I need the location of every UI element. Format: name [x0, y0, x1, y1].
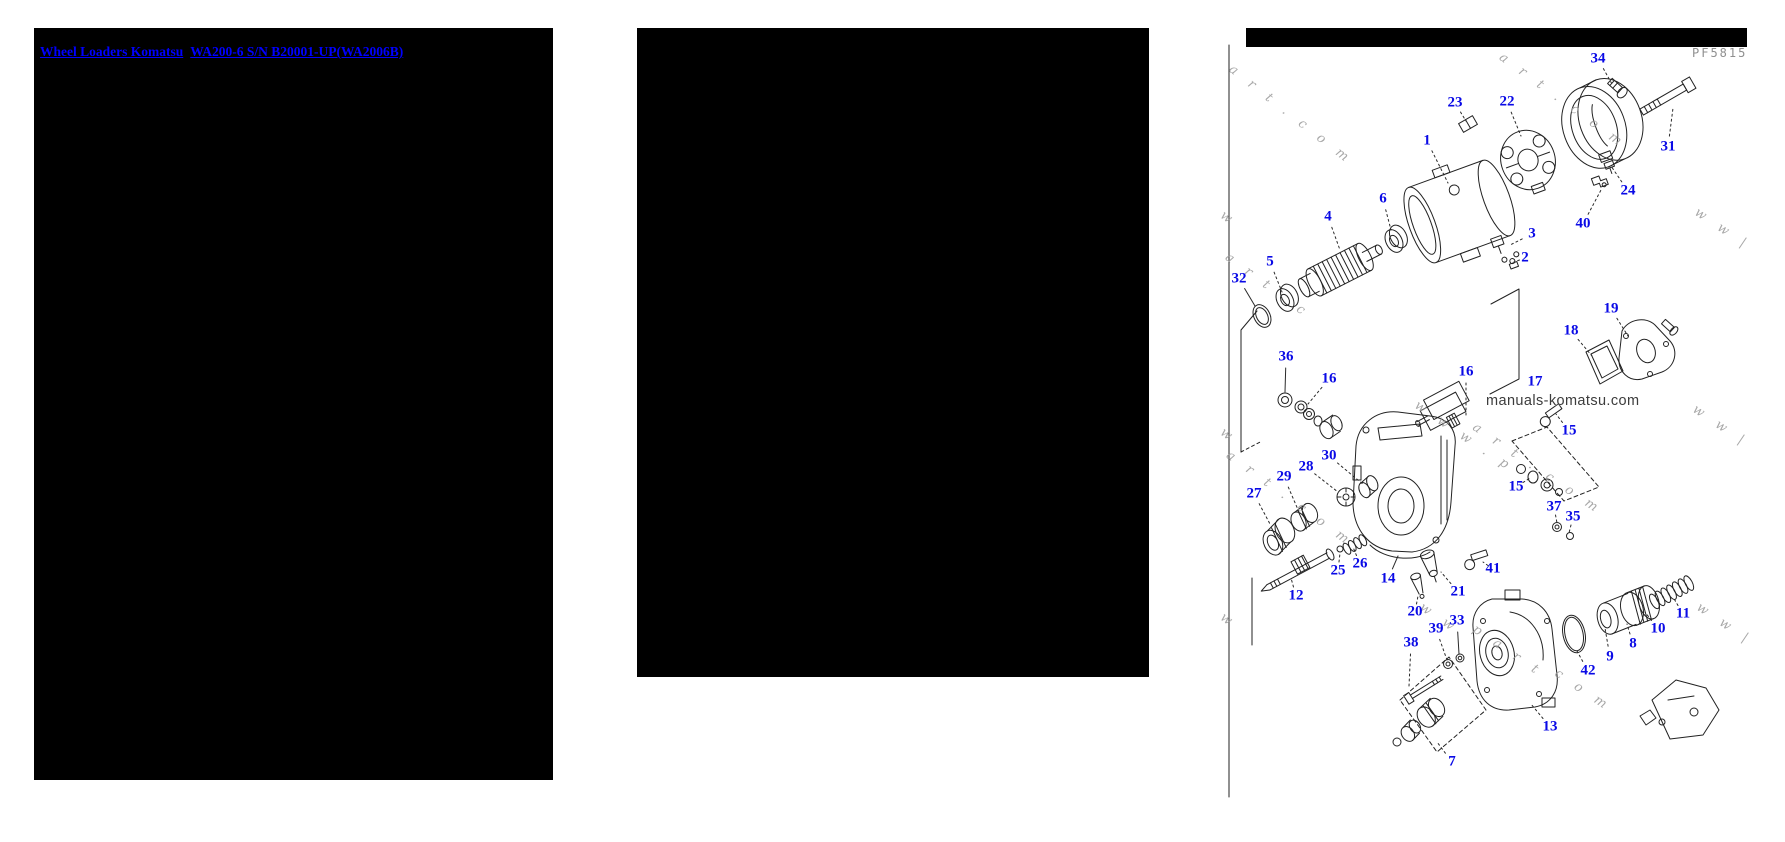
- rings-37-35-drawing: [1553, 523, 1574, 540]
- part-number-label[interactable]: 38: [1403, 634, 1419, 651]
- parts-2-3-drawing: [1491, 232, 1523, 272]
- part-number-label[interactable]: 40: [1575, 215, 1591, 232]
- spring-26-drawing: [1341, 534, 1368, 556]
- sleeve-30-drawing: [1355, 474, 1381, 500]
- reference-line-upper: [1241, 311, 1257, 452]
- breadcrumb-link-model[interactable]: WA200-6 S/N B20001-UP(WA2006B): [190, 44, 404, 59]
- part-number-label[interactable]: 20: [1407, 603, 1423, 620]
- left-black-panel: [34, 28, 553, 780]
- part-number-label[interactable]: 13: [1542, 718, 1558, 735]
- part-number-label[interactable]: 23: [1447, 94, 1463, 111]
- part-number-label[interactable]: 24: [1620, 182, 1636, 199]
- part-number-label[interactable]: 14: [1380, 570, 1396, 587]
- spring-11-drawing: [1647, 574, 1695, 610]
- wheel-27-drawing: [1257, 515, 1301, 558]
- part-number-label[interactable]: 39: [1428, 620, 1444, 637]
- plunger-21-drawing: [1419, 548, 1443, 584]
- part-number-label[interactable]: 15: [1508, 478, 1524, 495]
- part-number-label[interactable]: 7: [1448, 753, 1456, 770]
- ball-25-drawing: [1337, 546, 1343, 552]
- brush-holder-drawing: [1492, 123, 1565, 202]
- part-number-label[interactable]: 37: [1546, 498, 1562, 515]
- part-number-label[interactable]: 31: [1660, 138, 1676, 155]
- part-number-label[interactable]: 18: [1563, 322, 1579, 339]
- lever-drawing: [1640, 680, 1719, 739]
- part-number-label[interactable]: 5: [1266, 253, 1274, 270]
- diagram-top-bar: [1246, 28, 1747, 47]
- washers-16-drawing: [1295, 401, 1346, 441]
- gasket-18-drawing: [1586, 340, 1623, 384]
- part-number-label[interactable]: 32: [1231, 270, 1247, 287]
- nut-36-drawing: [1278, 393, 1292, 407]
- part-number-label[interactable]: 16: [1321, 370, 1337, 387]
- reference-line-upper-dash: [1241, 441, 1262, 452]
- part-number-label[interactable]: 34: [1590, 50, 1606, 67]
- pinion-kit-drawing: [1393, 657, 1486, 752]
- part-number-label[interactable]: 41: [1485, 560, 1501, 577]
- bolt-38-drawing: [1404, 673, 1445, 704]
- screw-19-drawing: [1660, 318, 1679, 337]
- part-number-label[interactable]: 30: [1321, 447, 1337, 464]
- plunger-20-drawing: [1410, 572, 1428, 600]
- part-number-label[interactable]: 25: [1330, 562, 1346, 579]
- breadcrumb-link-category[interactable]: Wheel Loaders Komatsu: [40, 44, 184, 59]
- part-number-label[interactable]: 1: [1423, 132, 1431, 149]
- site-watermark: manuals-komatsu.com: [1486, 393, 1640, 409]
- snap-ring-32-drawing: [1249, 302, 1274, 331]
- part-number-label[interactable]: 22: [1499, 93, 1515, 110]
- washers-39-33-drawing: [1444, 654, 1465, 669]
- part-number-label[interactable]: 8: [1629, 635, 1637, 652]
- terminal-24-drawing: [1599, 151, 1618, 176]
- part-number-label[interactable]: 2: [1521, 249, 1529, 266]
- part-number-label[interactable]: 9: [1606, 648, 1614, 665]
- bracket-17-line: [1490, 289, 1519, 394]
- clamp-40-drawing: [1591, 174, 1608, 190]
- part-number-label[interactable]: 12: [1288, 587, 1304, 604]
- part-number-label[interactable]: 4: [1324, 208, 1332, 225]
- through-bolt-drawing: [1638, 77, 1696, 118]
- part-number-label[interactable]: 19: [1603, 300, 1619, 317]
- part-number-label[interactable]: 42: [1580, 662, 1596, 679]
- part-number-label[interactable]: 6: [1379, 190, 1387, 207]
- oring-42-drawing: [1559, 613, 1588, 655]
- bolt-15-drawing: [1537, 404, 1565, 429]
- part-number-label[interactable]: 26: [1352, 555, 1368, 572]
- part-number-label[interactable]: 28: [1298, 458, 1314, 475]
- middle-black-panel: [637, 28, 1149, 677]
- exploded-parts-drawing: [1228, 28, 1785, 800]
- part-number-label[interactable]: 35: [1565, 508, 1581, 525]
- front-bracket-drawing: [1473, 590, 1557, 710]
- center-bracket-drawing: [1353, 412, 1455, 558]
- part-number-label[interactable]: 17: [1527, 373, 1543, 390]
- disc-28-drawing: [1337, 488, 1355, 506]
- kit-box-15-drawing: [1512, 427, 1599, 501]
- armature-drawing: [1294, 235, 1389, 303]
- clutch-drawing: [1592, 583, 1664, 636]
- shaft-12-drawing: [1256, 543, 1336, 597]
- part-number-label[interactable]: 36: [1278, 348, 1294, 365]
- screw-34-drawing: [1606, 77, 1630, 100]
- bearing-5-drawing: [1272, 281, 1303, 314]
- part-number-label[interactable]: 3: [1528, 225, 1536, 242]
- figure-code-label: PF5815: [1692, 46, 1748, 60]
- leader-lines-layer: [1245, 69, 1678, 754]
- breadcrumb: Wheel Loaders Komatsu WA200-6 S/N B20001-…: [40, 44, 410, 60]
- plates-16-drawing: [1408, 381, 1477, 442]
- part-number-label[interactable]: 11: [1675, 605, 1691, 622]
- part-number-label[interactable]: 27: [1246, 485, 1262, 502]
- part-number-label[interactable]: 16: [1458, 363, 1474, 380]
- yoke-drawing: [1394, 148, 1526, 275]
- part-number-label[interactable]: 29: [1276, 468, 1292, 485]
- part-number-label[interactable]: 10: [1650, 620, 1666, 637]
- part-number-label[interactable]: 21: [1450, 583, 1466, 600]
- bolt-41-drawing: [1462, 550, 1490, 571]
- part-number-label[interactable]: 15: [1561, 422, 1577, 439]
- brush-drawing: [1459, 116, 1478, 133]
- part-number-label[interactable]: 33: [1449, 612, 1465, 629]
- bearing-6-drawing: [1381, 222, 1412, 255]
